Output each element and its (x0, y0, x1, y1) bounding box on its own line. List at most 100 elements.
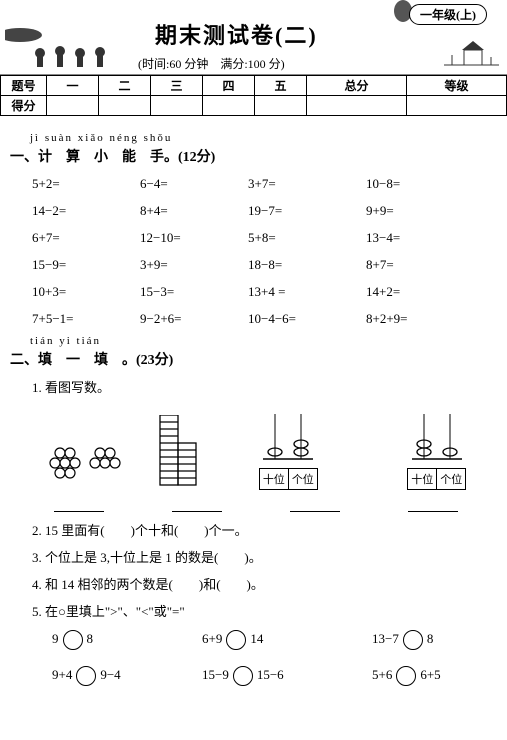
house-illustration-icon (444, 35, 499, 70)
ones-label: 个位 (437, 469, 465, 489)
r: 8 (427, 631, 434, 646)
td (406, 96, 506, 116)
calc-item: 3+9= (140, 257, 248, 273)
children-illustration-icon (5, 25, 120, 70)
calc-item: 18−8= (248, 257, 366, 273)
td (203, 96, 255, 116)
grade-tag: 一年级(上) (409, 4, 487, 25)
answer-blank (408, 498, 458, 512)
calc-item: 15−9= (32, 257, 140, 273)
calc-item: 3+7= (248, 176, 366, 192)
q3: 3. 个位上是 3,十位上是 1 的数是( )。 (32, 547, 497, 566)
section-1-title: 一、计 算 小 能 手。(12分) (10, 146, 497, 166)
circle-blank-icon (233, 666, 253, 686)
circle-blank-icon (226, 630, 246, 650)
answer-blank (290, 498, 340, 512)
header-banner: 一年级(上) 期末测试卷(二) (时间:60 分钟 满分:100 分) (0, 0, 507, 75)
cmp-item: 15−9 15−6 (202, 666, 372, 686)
abacus-label: 十位个位 (259, 468, 318, 490)
tens-label: 十位 (408, 469, 437, 489)
td (307, 96, 407, 116)
q2: 2. 15 里面有( )个十和( )个一。 (32, 520, 497, 539)
r: 9−4 (100, 667, 120, 682)
t: 4. 和 14 相邻的两个数是( (32, 577, 173, 592)
q5: 5. 在○里填上">"、"<"或"=" (32, 601, 497, 620)
table-row: 得分 (1, 96, 507, 116)
calc-item: 8+2+9= (366, 311, 486, 327)
th: 五 (255, 76, 307, 96)
pinyin: tián yi tián (30, 335, 497, 347)
calc-item: 13−4= (366, 230, 486, 246)
q1: 1. 看图写数。 (32, 377, 497, 396)
l: 13−7 (372, 631, 399, 646)
content: jì suàn xiǎo néng shǒu 一、计 算 小 能 手。(12分)… (0, 116, 507, 686)
answer-blank (172, 498, 222, 512)
cmp-item: 13−7 8 (372, 630, 507, 650)
th: 得分 (1, 96, 47, 116)
t: 一、计 算 小 能 手 (10, 150, 164, 165)
th: 等级 (406, 76, 506, 96)
blocks-figure-icon (150, 415, 200, 490)
r: 15−6 (257, 667, 284, 682)
td (151, 96, 203, 116)
abacus-label: 十位个位 (407, 468, 466, 490)
calc-item: 14−2= (32, 203, 140, 219)
q4: 4. 和 14 相邻的两个数是( )和( )。 (32, 574, 497, 593)
calc-item: 14+2= (366, 284, 486, 300)
td (99, 96, 151, 116)
calc-item: 12−10= (140, 230, 248, 246)
calc-item: 9−2+6= (140, 311, 248, 327)
table-row: 题号 一 二 三 四 五 总分 等级 (1, 76, 507, 96)
td (47, 96, 99, 116)
th: 一 (47, 76, 99, 96)
th: 三 (151, 76, 203, 96)
calc-item: 8+7= (366, 257, 486, 273)
l: 6+9 (202, 631, 222, 646)
calc-item: 8+4= (140, 203, 248, 219)
t: )个十和( (131, 523, 179, 538)
calc-grid: 5+2= 6−4= 3+7= 10−8= 14−2= 8+4= 19−7= 9+… (32, 176, 497, 327)
th: 题号 (1, 76, 47, 96)
calc-item: 19−7= (248, 203, 366, 219)
circle-blank-icon (63, 630, 83, 650)
calc-item: 5+8= (248, 230, 366, 246)
circle-blank-icon (396, 666, 416, 686)
l: 15−9 (202, 667, 229, 682)
compare-grid: 98 6+914 13−78 9+49−4 15−915−6 5+66+5 (52, 630, 497, 686)
pinyin: jì suàn xiǎo néng shǒu (30, 132, 497, 144)
calc-item: 10−4−6= (248, 311, 366, 327)
l: 5+6 (372, 667, 392, 682)
td (255, 96, 307, 116)
abacus-figure-2: 十位个位 (377, 414, 497, 490)
th: 四 (203, 76, 255, 96)
circles-figure-icon (40, 435, 122, 490)
calc-item: 13+4 = (248, 284, 366, 300)
calc-item: 5+2= (32, 176, 140, 192)
cmp-item: 9+49−4 (52, 666, 202, 686)
l: 9 (52, 631, 59, 646)
cmp-item: 5+6 6+5 (372, 666, 507, 686)
calc-item: 9+9= (366, 203, 486, 219)
cmp-item: 6+9 14 (202, 630, 372, 650)
t: )和( (199, 577, 221, 592)
r: 8 (87, 631, 94, 646)
abacus-figure-1: 十位个位 (228, 414, 348, 490)
section-2-title: 二、填 一 填 。(23分) (10, 349, 497, 369)
r: 14 (250, 631, 263, 646)
circle-blank-icon (76, 666, 96, 686)
calc-item: 10+3= (32, 284, 140, 300)
figures-row: 十位个位 十位个位 (40, 414, 497, 490)
calc-item: 6+7= (32, 230, 140, 246)
cmp-item: 98 (52, 630, 202, 650)
calc-item: 15−3= (140, 284, 248, 300)
th: 总分 (307, 76, 407, 96)
calc-item: 7+5−1= (32, 311, 140, 327)
r: 6+5 (420, 667, 440, 682)
answer-blank (54, 498, 104, 512)
page-title: 期末测试卷(二) (155, 18, 318, 50)
t: )个一。 (204, 523, 247, 538)
t: 3. 个位上是 3,十位上是 1 的数是( (32, 550, 218, 565)
th: 二 (99, 76, 151, 96)
t: )。 (247, 577, 264, 592)
calc-item: 6−4= (140, 176, 248, 192)
